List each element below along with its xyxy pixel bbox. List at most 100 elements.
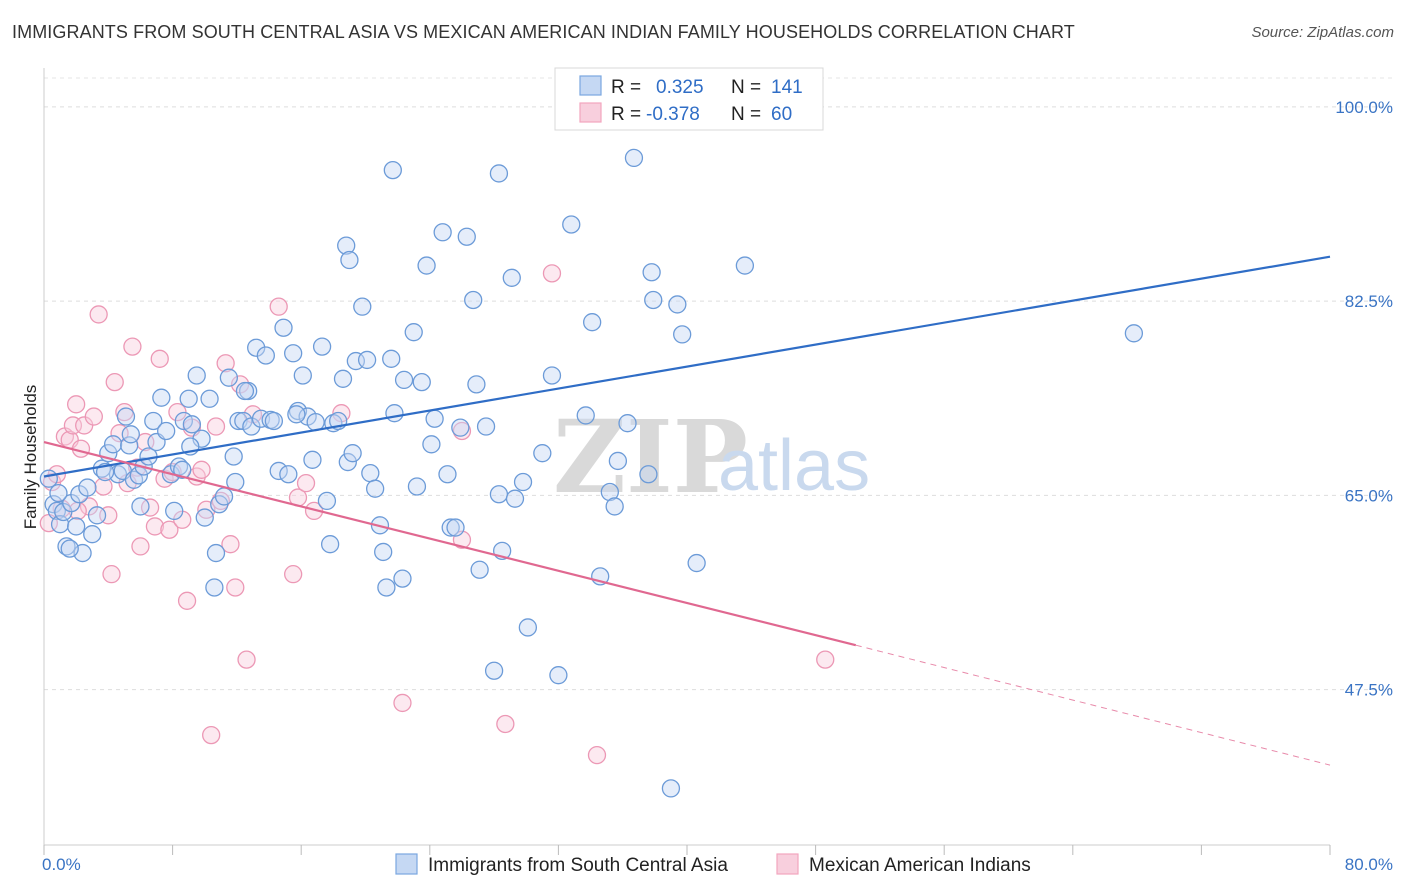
data-point [687,553,706,573]
data-point [412,372,431,392]
data-point [78,478,97,497]
data-point [451,418,470,437]
bottom-legend: Immigrants from South Central Asia Mexic… [395,853,1031,876]
data-point [150,349,169,368]
data-point [103,435,123,454]
data-point [340,250,359,270]
data-point [205,578,224,597]
x-axis-ticks [43,845,1331,855]
data-point [438,465,457,484]
data-point [192,460,211,479]
data-point [200,389,219,408]
data-point [433,223,452,242]
data-point [374,542,393,562]
data-point [284,344,303,363]
data-point [216,354,235,373]
data-point [476,417,496,436]
data-point [269,461,288,481]
data-point [608,451,628,471]
data-point [502,268,521,287]
data-point [361,463,380,483]
data-point [624,148,644,168]
data-point [383,160,402,180]
data-point [195,508,214,527]
data-point [441,518,460,537]
bottom-legend-swatch-pink [776,853,799,875]
data-point [187,366,206,385]
data-point [293,366,312,385]
data-point [425,409,444,428]
data-point [816,650,835,669]
y-axis-label: Family Households [21,385,40,530]
data-point [152,388,171,407]
data-point [587,745,607,765]
data-point [470,560,489,579]
data-point [57,537,76,556]
data-point [206,417,226,436]
data-point [116,407,136,426]
data-point [274,318,293,337]
data-point [496,714,515,734]
data-point [489,485,509,504]
data-point [60,539,79,558]
data-point [303,450,322,469]
y-axis-tick-labels: 47.5% 65.0% 82.5% 100.0% [1335,98,1393,700]
data-point [338,452,357,472]
data-point [84,407,103,426]
data-point [287,405,306,424]
watermark-atlas: atlas [718,426,870,506]
data-point [533,444,552,463]
legend-n-label-blue: N = [731,77,761,98]
data-point [67,517,86,536]
data-point [131,537,150,556]
data-point [214,487,234,506]
data-point [489,164,509,183]
data-point [83,525,102,544]
data-point [467,375,486,394]
bottom-legend-swatch-blue [395,853,418,875]
data-point [385,404,404,423]
data-point [102,565,121,584]
data-point [404,323,423,342]
data-point [317,491,337,511]
chart-title: IMMIGRANTS FROM SOUTH CENTRAL ASIA VS ME… [12,22,1075,42]
data-point [49,483,68,503]
legend-swatch-blue [579,75,602,96]
data-point [605,497,624,516]
data-point [457,227,476,246]
data-point [353,297,372,316]
legend-n-label-pink: N = [731,104,761,125]
data-point [165,501,184,521]
data-point [269,297,288,316]
bottom-legend-label-blue: Immigrants from South Central Asia [428,855,728,876]
data-point [320,535,340,554]
data-point [206,543,226,563]
data-point [644,290,663,310]
data-point [417,256,436,275]
legend-r-label-pink: R = [611,104,641,125]
trend-line-blue [43,255,1331,478]
trend-line-pink-extension [855,644,1331,766]
data-point [131,497,150,516]
legend-r-value-pink: -0.378 [646,104,700,125]
x-tick-label-max: 80.0% [1345,855,1393,874]
data-point [576,406,595,425]
data-point [279,465,298,484]
data-point [393,693,412,713]
data-point [105,372,124,392]
data-point [140,498,160,517]
data-point [226,578,245,597]
data-point [144,411,163,431]
data-point [600,482,619,502]
data-point [464,290,483,310]
y-tick-label: 47.5% [1345,681,1393,700]
data-point [562,215,581,234]
data-point [219,368,239,387]
data-point [337,236,356,255]
data-point [235,381,255,401]
data-point [382,349,401,368]
data-point [39,469,58,488]
data-point [542,366,562,385]
trend-lines [43,255,1331,766]
data-point [513,472,533,492]
